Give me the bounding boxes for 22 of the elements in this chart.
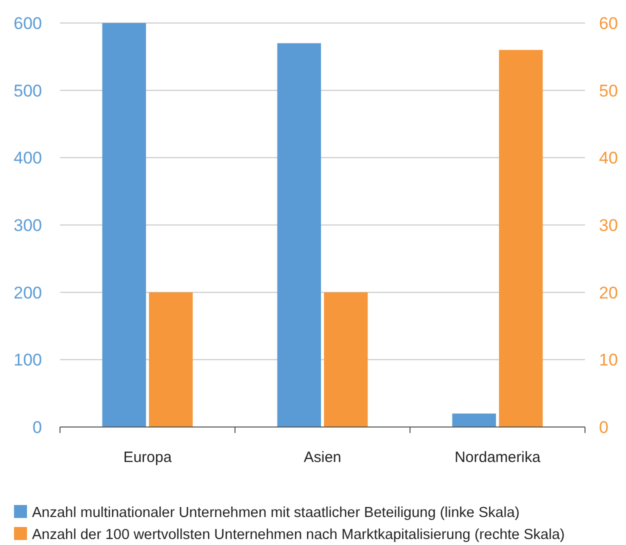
y2-tick-label: 20	[599, 283, 618, 302]
y-tick-label: 0	[32, 418, 42, 437]
y-tick-label: 300	[14, 216, 42, 235]
bar	[452, 414, 496, 427]
y2-tick-label: 40	[599, 148, 618, 168]
y-tick-label: 200	[14, 283, 42, 302]
y-tick-label: 600	[14, 14, 42, 33]
legend-label: Anzahl der 100 wertvollsten Unternehmen nach Marktkapitalisierung (rechte Skala)	[32, 527, 565, 543]
y-tick-label: 100	[14, 350, 42, 370]
y2-tick-label: 0	[599, 418, 608, 437]
y2-tick-label: 10	[599, 350, 618, 370]
bar	[102, 23, 146, 427]
x-tick-label: Europa	[123, 449, 172, 466]
bar	[277, 43, 321, 427]
legend-label: Anzahl multinationaler Unternehmen mit staatlicher Beteiligung (linke Skala)	[32, 505, 520, 521]
y-tick-label: 400	[14, 148, 42, 168]
x-tick-label: Asien	[304, 449, 342, 466]
y2-tick-label: 30	[599, 216, 618, 235]
y2-tick-label: 50	[599, 81, 618, 100]
y2-tick-label: 60	[599, 14, 618, 33]
x-tick-label: Nordamerika	[454, 449, 542, 466]
y-tick-label: 500	[14, 81, 42, 100]
